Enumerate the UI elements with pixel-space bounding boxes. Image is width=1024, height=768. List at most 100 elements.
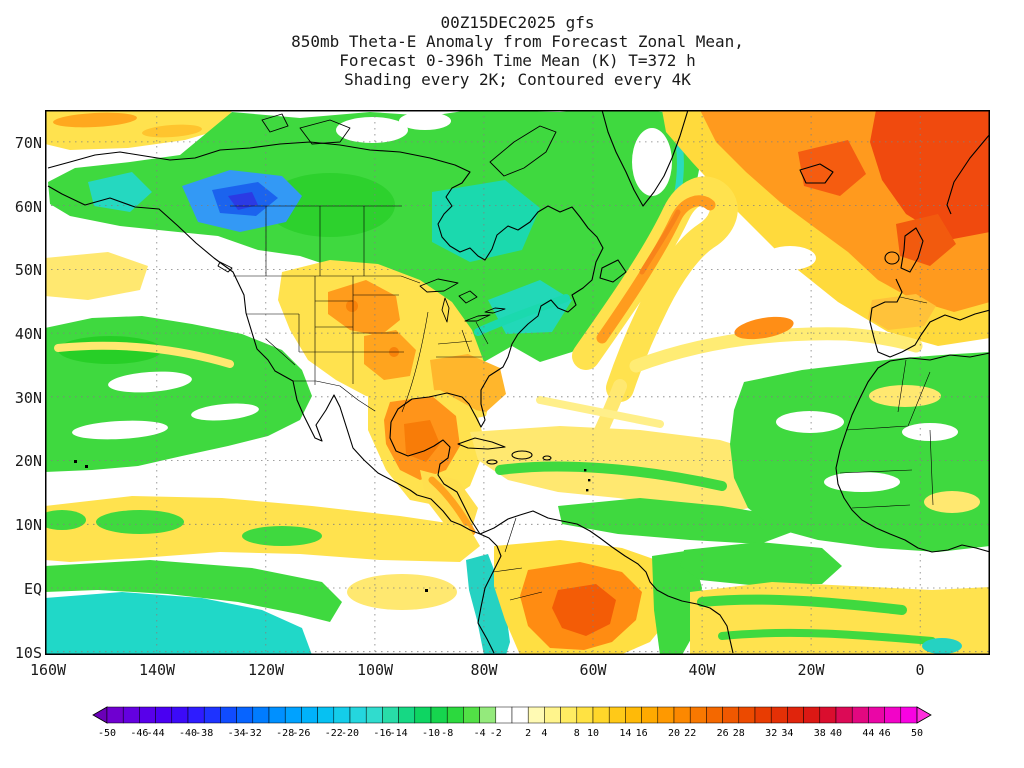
colorbar-tick-label: -32: [244, 728, 262, 739]
map-frame: [45, 110, 990, 655]
colorbar-segment: [122, 706, 140, 724]
colorbar-tick-label: -16: [373, 728, 391, 739]
colorbar-segment: [382, 706, 399, 724]
colorbar-segment: [835, 706, 853, 724]
borders-us-canada: [230, 205, 489, 413]
shade-deeporange-mexico: [404, 420, 440, 462]
shade-yellow-algeria: [869, 385, 941, 407]
shade-green-eq-pacific: [45, 560, 342, 622]
colorbar-segment: [576, 706, 594, 724]
borders-europe: [899, 296, 928, 304]
colorbar-tick-label: -8: [441, 728, 453, 739]
lat-tick-label: EQ: [23, 580, 42, 598]
borders-africa: [839, 359, 934, 509]
colorbar-tick-label: -50: [98, 728, 116, 739]
shade-teal-alaska: [88, 172, 152, 212]
lat-tick-label: 50N: [14, 261, 42, 279]
lat-tick-label: 40N: [14, 325, 42, 343]
shade-white-greenland: [632, 128, 672, 196]
colorbar-segment: [479, 706, 497, 724]
shade-yellow-sargasso-streak: [536, 396, 664, 428]
lat-tick-label: 60N: [14, 198, 42, 216]
colorbar-tick-label: -44: [147, 728, 165, 739]
coastlines-layer: [47, 110, 990, 654]
colorbar-tick-label: 26: [717, 728, 729, 739]
shade-cyan-satl: [922, 638, 962, 654]
title-line-4: Shading every 2K; Contoured every 4K: [344, 70, 691, 89]
shade-red-scandinavia: [870, 110, 990, 240]
colorbar-segment: [430, 706, 448, 724]
coastline-norway: [946, 133, 990, 215]
colorbar-segment: [722, 706, 740, 724]
colorbar-segment: [365, 706, 383, 724]
colorbar-segment: [203, 706, 221, 724]
island-hispaniola: [511, 450, 533, 460]
coastline-na-east-arctic: [47, 141, 604, 428]
shade-green-satl-streak2: [718, 628, 936, 645]
shade-deeporange-dot: [346, 300, 358, 312]
colorbar-segment: [446, 706, 464, 724]
colorbar-tick-label: -22: [325, 728, 343, 739]
lon-tick-label: 140W: [138, 661, 176, 679]
colorbar-segment: [220, 706, 237, 724]
colorbar-tick-label: 38: [814, 728, 826, 739]
colorbar: -50 -46-44 -40-38 -34-32 -28-26 -22-20 -16-14-…: [92, 706, 932, 739]
shade-green-itcz2: [242, 526, 322, 546]
colorbar-tick-label: 14: [619, 728, 631, 739]
colorbar-tick-label: 40: [830, 728, 842, 739]
colorbar-tick-label: 4: [541, 728, 547, 739]
island-jamaica: [486, 459, 498, 465]
colorbar-segment: [155, 706, 173, 724]
great-lakes: [419, 278, 506, 323]
shade-green-itcz: [96, 510, 184, 534]
colorbar-segment: [317, 706, 335, 724]
colorbar-tick-label: 34: [781, 728, 793, 739]
coastline-na-pacific: [47, 185, 502, 654]
coastline-gulf-yucatan: [389, 421, 481, 535]
shade-red-iceland-area: [798, 140, 866, 196]
shade-white-arctic-hole2: [399, 112, 451, 130]
lon-tick-label: 20W: [797, 661, 825, 679]
colorbar-tick-label: 22: [684, 728, 696, 739]
colorbar-segment: [706, 706, 723, 724]
colorbar-segment: [463, 706, 480, 724]
colorbar-segment: [187, 706, 205, 724]
colorbar-segment: [511, 706, 529, 724]
colorbar-tick-label: 16: [636, 728, 648, 739]
colorbar-segment: [106, 706, 124, 724]
shade-white-pacific-hole2: [72, 420, 168, 440]
shade-deeporange-stormtrack: [639, 209, 681, 275]
colorbar-segment: [527, 706, 545, 724]
lat-tick-label: 30N: [14, 389, 42, 407]
lat-tick-label: 20N: [14, 452, 42, 470]
colorbar-segment: [884, 706, 902, 724]
island-iceland: [799, 163, 834, 184]
island-ireland: [884, 251, 900, 265]
chart-title: 00Z15DEC2025 gfs 850mb Theta-E Anomaly f…: [45, 13, 990, 89]
colorbar-segment: [252, 706, 270, 724]
colorbar-segment: [657, 706, 675, 724]
island-cuba: [457, 437, 506, 450]
shade-teal-hudson-bay: [432, 180, 540, 262]
shade-orange-rockies: [328, 280, 400, 336]
colorbar-segment: [349, 706, 367, 724]
lon-tick-label: 40W: [688, 661, 716, 679]
shade-orange-centam: [428, 476, 476, 536]
island-newfoundland: [599, 259, 627, 283]
colorbar-tick-label: -34: [228, 728, 246, 739]
lon-tick-label: 100W: [356, 661, 394, 679]
colorbar-left-arrow: [92, 706, 108, 724]
shade-white-eatl-hole: [824, 472, 900, 492]
colorbar-segment: [608, 706, 626, 724]
shade-yellow-npacific: [45, 252, 148, 300]
colorbar-tick-label: -26: [292, 728, 310, 739]
island-puerto-rico: [542, 455, 552, 461]
shade-yellow-38n-band: [629, 327, 923, 373]
title-line-2: 850mb Theta-E Anomaly from Forecast Zona…: [291, 32, 744, 51]
colorbar-tick-label: 50: [911, 728, 923, 739]
shading-layer: [45, 110, 990, 655]
colorbar-segment: [333, 706, 351, 724]
shade-green-satl-streak: [697, 594, 907, 615]
shade-cyan-peru: [466, 554, 510, 655]
